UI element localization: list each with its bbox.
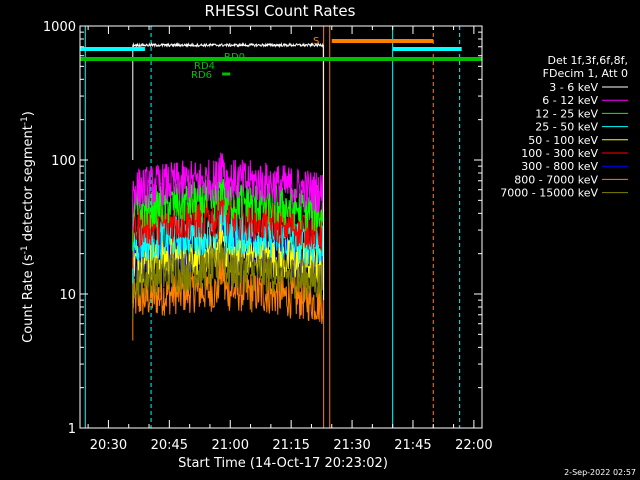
legend-label: 25 - 50 keV	[535, 121, 598, 134]
y-label-main: Count Rate (s	[21, 254, 36, 343]
series-line-5	[132, 182, 324, 269]
y-tick-label: 100	[51, 154, 76, 169]
x-tick-label: 21:00	[212, 438, 249, 453]
x-tick-label: 20:45	[151, 438, 188, 453]
plot-frame	[79, 25, 483, 429]
flag-rd4: RD4	[194, 61, 215, 72]
legend-label: 50 - 100 keV	[528, 134, 598, 147]
legend-label: 300 - 800 keV	[521, 160, 598, 173]
series-line-0	[132, 42, 325, 301]
legend-header-1: FDecim 1, Att 0	[543, 67, 628, 80]
legend-label: 12 - 25 keV	[535, 107, 598, 120]
x-axis-label: Start Time (14-Oct-17 20:23:02)	[178, 456, 388, 471]
y-tick-label: 1000	[43, 20, 76, 35]
legend-label: 3 - 6 keV	[549, 81, 598, 94]
y-label-mid: detector segment	[21, 125, 36, 245]
legend-label: 100 - 300 keV	[521, 147, 598, 160]
flag-rd0: RD0	[224, 52, 245, 63]
y-axis-label: Count Rate (s-1 detector segment-1)	[20, 111, 36, 343]
legend-label: 800 - 7000 keV	[514, 173, 598, 186]
x-tick-label: 21:15	[272, 438, 309, 453]
timestamp: 2-Sep-2022 02:57	[564, 468, 636, 477]
legend-label: 6 - 12 keV	[542, 94, 598, 107]
series-line-1	[132, 152, 324, 231]
y-label-sup2: -1	[20, 116, 30, 125]
flag-rd6: RD6	[191, 70, 212, 81]
x-tick-label: 21:30	[333, 438, 370, 453]
chart-title: RHESSI Count Rates	[205, 2, 356, 20]
legend-header-0: Det 1f,3f,6f,8f,	[547, 54, 628, 67]
y-tick-label: 1	[68, 422, 76, 437]
x-tick-label: 21:45	[394, 438, 431, 453]
x-tick-label: 22:00	[455, 438, 492, 453]
flag-s: S	[313, 36, 319, 47]
x-tick-label: 20:30	[90, 438, 127, 453]
series-line-8	[132, 243, 324, 320]
y-label-sup1: -1	[20, 245, 30, 254]
y-label-end: )	[21, 111, 36, 116]
legend-label: 7000 - 15000 keV	[500, 187, 598, 200]
y-tick-label: 10	[59, 288, 76, 303]
